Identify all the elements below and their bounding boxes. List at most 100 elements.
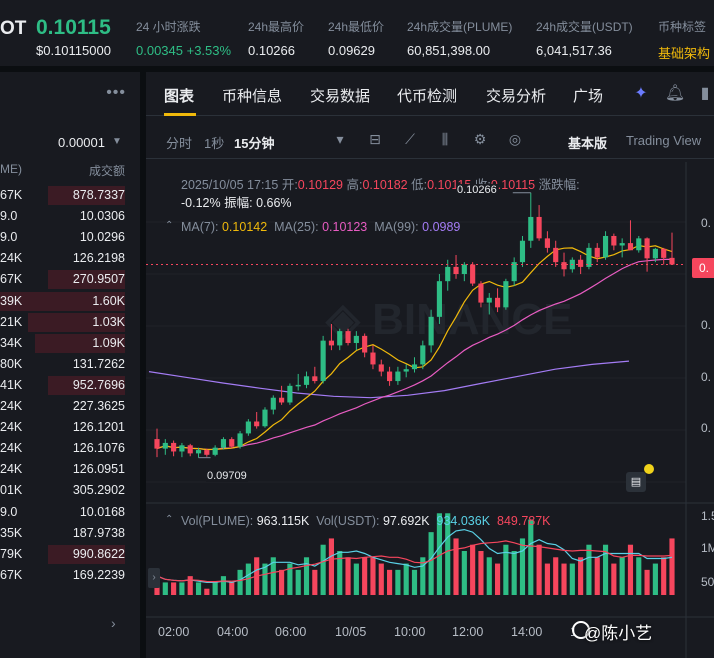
amount-cell: 24K [0,441,23,456]
tab-coin-info[interactable]: 币种信息 [222,88,283,105]
tradingview-toggle[interactable]: Trading View [626,133,702,148]
volume-bar [387,569,393,595]
amount-cell: 21K [0,314,23,329]
stat-label: 币种标签 [658,20,707,34]
calendar-icon[interactable]: ⊟ [369,131,381,147]
candle-type-icon[interactable]: ⫼ [441,131,449,147]
tab-square[interactable]: 广场 [573,88,604,105]
order-book-row[interactable]: 24K 126.1076 [0,438,140,459]
turnover-cell: 10.0306 [79,209,125,224]
stat-value: 6,041,517.36 [536,43,612,58]
turnover-cell: 126.2198 [72,251,125,266]
volume-bar [486,557,492,595]
token-tag-link[interactable]: 基础架构 [658,46,711,61]
amount-cell: 24K [0,462,23,477]
bell-icon[interactable]: 🔔︎ [664,85,686,102]
amount-cell: 67K [0,567,23,582]
order-book-row[interactable]: 34K 1.09K [0,333,140,354]
depth-bar [27,312,125,332]
interval-15m[interactable]: 15分钟 [234,136,275,151]
precision-select[interactable]: 0.00001 [58,135,105,150]
order-book-row[interactable]: 9.0 10.0168 [0,502,140,523]
candle-body [453,266,459,275]
order-book-row[interactable]: 79K 990.8622 [0,544,140,565]
symbol-name[interactable]: OT [0,18,27,39]
volume-bar [370,557,376,595]
order-book-row[interactable]: 24K 126.2198 [0,248,140,269]
indicator-icon[interactable]: ⟋ [405,131,415,147]
volume-bar [494,563,501,595]
ai-sparkle-icon[interactable]: ✦ [634,85,648,102]
amount-cell: 24K [0,251,23,266]
scroll-left-handle[interactable]: › [148,568,160,588]
order-book-row[interactable]: 67K 270.9507 [0,269,140,290]
depth-bar [47,375,125,395]
turnover-cell: 227.3625 [72,399,125,413]
amount-cell: 24K [0,420,23,435]
candle-body [602,235,609,258]
vol-plume-label: Vol(PLUME): [181,514,254,528]
weibo-logo-icon [572,621,590,639]
order-book-row[interactable]: 35K 187.9738 [0,523,140,544]
volume-bar [420,557,426,595]
interval-timeline[interactable]: 分时 [166,136,193,151]
volume-bar [644,569,650,595]
volume-bar [162,582,168,595]
amount-cell: 9.0 [0,504,18,519]
candlestick-chart[interactable]: ◈ BINANCE [146,162,714,658]
volume-bar [561,563,567,595]
collapse-chevron-icon[interactable]: ⌃ [165,514,174,525]
bookmark-icon[interactable]: ▮ [700,85,710,102]
volume-bar [578,557,584,595]
depth-icon[interactable]: ◎ [508,131,522,147]
order-book-row[interactable]: 9.0 10.0306 [0,206,140,227]
turnover-cell: 187.9738 [72,525,125,540]
settings-slider-icon[interactable]: ⚙ [473,131,487,147]
notification-dot [644,464,654,474]
order-book-row[interactable]: 24K 227.3625 [0,396,140,417]
turnover-cell: 270.9507 [72,272,125,287]
more-options-icon[interactable]: ••• [106,84,126,101]
ma7-label: MA(7): [181,220,219,234]
order-book-row[interactable]: 67K 878.7337 [0,185,140,206]
order-book-row[interactable]: 80K 131.7262 [0,354,140,375]
tab-trade-analysis[interactable]: 交易分析 [486,88,547,105]
stat-label: 24h成交量(USDT) [536,20,633,34]
stat-24h-change: 24 小时涨跌 0.00345 +3.53% [136,18,231,58]
interval-dropdown-icon[interactable]: ▾ [336,131,344,147]
order-book-row[interactable]: 9.0 10.0296 [0,227,140,248]
collapse-chevron-icon[interactable]: ⌃ [165,220,174,231]
order-book-row[interactable]: 24K 126.0951 [0,459,140,480]
tab-chart[interactable]: 图表 [164,88,195,105]
note-icon[interactable]: ▤ [626,472,646,492]
x-tick: 06:00 [275,625,307,639]
interval-1s[interactable]: 1秒 [204,136,225,151]
basic-view-toggle[interactable]: 基本版 [568,136,608,151]
candle-body [254,421,260,427]
order-book-row[interactable]: 21K 1.03K [0,312,140,333]
active-tab-underline [164,113,196,116]
order-book-row[interactable]: 41K 952.7696 [0,375,140,396]
ma7-line [156,244,673,451]
volume-bar [403,563,409,595]
candle-body [553,247,559,263]
candle-body [195,450,202,454]
turnover-cell: 990.8622 [72,546,125,561]
chevron-down-icon[interactable]: ▼ [112,136,122,147]
ma99-value: 0.0989 [422,220,461,234]
candle-body [403,369,409,372]
order-book-row[interactable]: 01K 305.2902 [0,480,140,501]
volume-bar [519,538,526,595]
stat-label: 24h成交量(PLUME) [407,20,513,34]
order-book-row[interactable]: 24K 126.1201 [0,417,140,438]
tab-token-check[interactable]: 代币检测 [397,88,458,105]
tab-trading-data[interactable]: 交易数据 [310,88,371,105]
candle-body [320,340,326,382]
order-book-row[interactable]: 67K 169.2239 [0,565,140,586]
chevron-right-icon[interactable]: › [111,615,116,631]
order-book-row[interactable]: 39K 1.60K [0,291,140,312]
y-tick: 0. [701,216,712,230]
candle-body [536,216,542,239]
volume-bar [436,513,442,595]
candle-body [661,248,667,258]
